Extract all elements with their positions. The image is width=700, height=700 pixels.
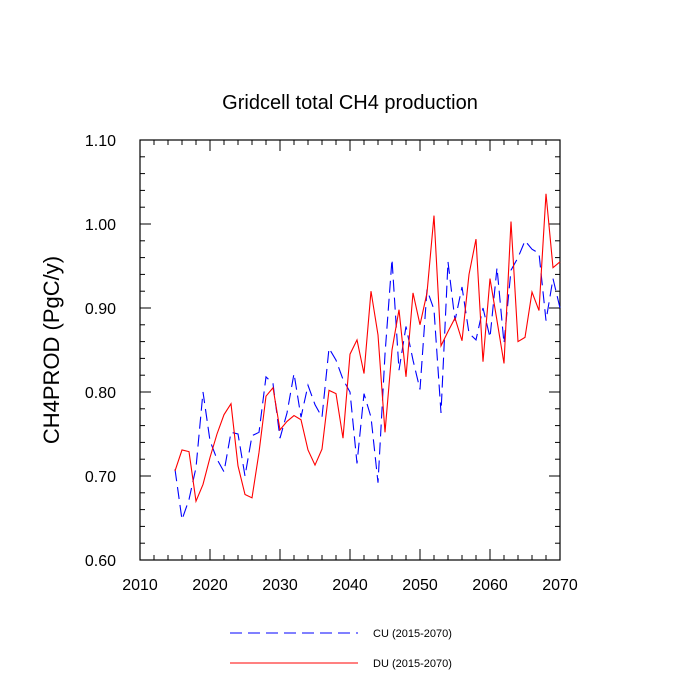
y-axis-label: CH4PROD (PgC/y) [39,256,64,444]
x-tick-label: 2040 [332,577,368,594]
y-tick-label: 0.90 [85,301,116,318]
legend-label-0: CU (2015-2070) [373,628,452,640]
x-tick-label: 2010 [122,577,158,594]
y-tick-label: 1.10 [85,133,116,150]
series-line-0 [174,239,561,520]
series-lines [174,193,561,520]
y-tick-label: 1.00 [85,217,116,234]
plot-area: 2010 2020 2030 2040 2050 2060 2070 0.60 0.70 0.80… [85,133,578,594]
y-tick-label: 0.80 [85,385,116,402]
x-tick-label: 2030 [262,577,298,594]
legend: CU (2015-2070) DU (2015-2070) [230,628,452,670]
series-line-1 [174,193,561,504]
chart-title: Gridcell total CH4 production [222,92,478,114]
x-tick-label: 2050 [402,577,438,594]
y-tick-label: 0.70 [85,469,116,486]
y-tick-label: 0.60 [85,553,116,570]
legend-label-1: DU (2015-2070) [373,658,452,670]
x-tick-label: 2070 [542,577,578,594]
x-tick-label: 2060 [472,577,508,594]
x-tick-label: 2020 [192,577,228,594]
plot-frame [139,139,561,561]
